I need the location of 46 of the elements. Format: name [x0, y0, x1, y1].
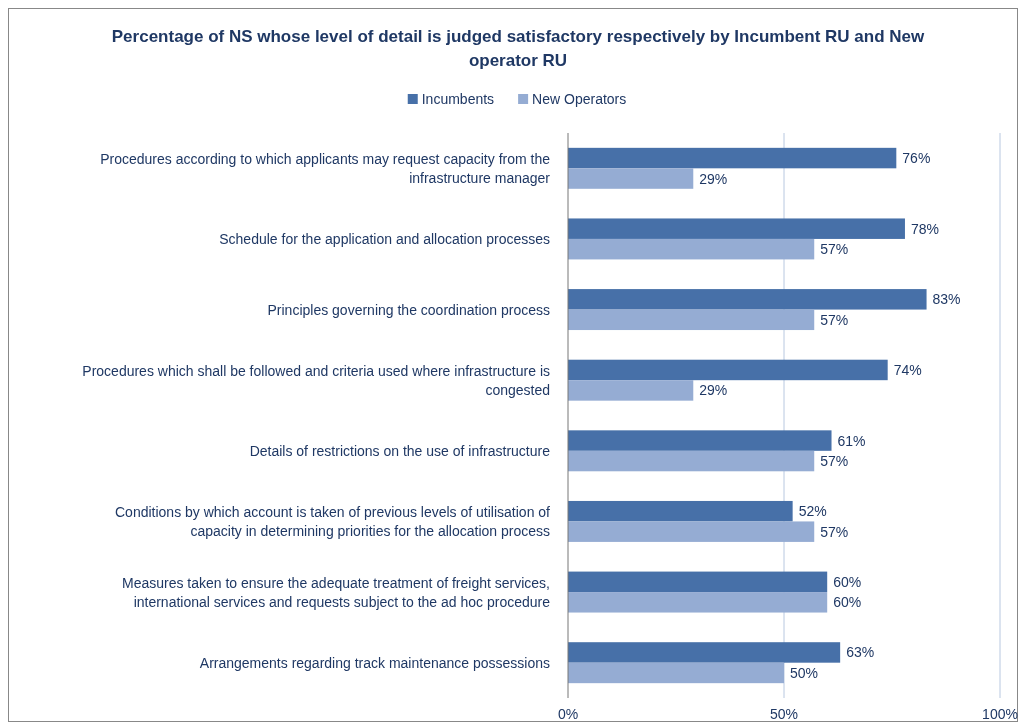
y-tick-label: Principles governing the coordination process [267, 301, 550, 318]
legend-label: Incumbents [421, 91, 495, 107]
y-tick-label: Details of restrictions on the use of infrastructure [249, 442, 551, 459]
bar [568, 662, 784, 684]
chart-title: Percentage of NS whose level of detail is judged satisfactory respectively by Incumbent RU and New operator RU [111, 27, 925, 70]
y-tick-label: Schedule for the application and allocation processes [219, 230, 550, 247]
bar [568, 500, 793, 522]
y-tick-label: Arrangements regarding track maintenance possessions [199, 654, 550, 671]
data-label: 83% [932, 291, 961, 308]
data-label: 78% [910, 220, 939, 237]
x-tick-label: 0% [557, 706, 579, 722]
bar [568, 380, 694, 401]
bar [568, 238, 815, 260]
bar [568, 430, 832, 451]
bar [568, 521, 815, 542]
bar [568, 309, 815, 331]
legend-label: New Operators [532, 91, 627, 107]
y-tick-label: Measures taken to ensure the adequate treatment of freight services, international services and requests subject to the ad hoc procedure [121, 574, 551, 610]
y-tick-label: Procedures which shall be followed and criteria used where infrastructure is congested [82, 362, 550, 398]
data-label: 76% [902, 150, 931, 167]
data-label: 63% [846, 644, 875, 661]
bar [568, 571, 828, 593]
bar [568, 168, 694, 189]
y-tick-label: Conditions by which account is taken of previous levels of utilisation of capacity in determining priorities for the allocation process [114, 503, 551, 539]
bar [568, 359, 888, 381]
data-label: 57% [820, 523, 849, 540]
y-tick-label: Procedures according to which applicants may request capacity from the infrastructure manager [100, 150, 551, 186]
bar [568, 218, 905, 239]
data-label: 74% [893, 361, 922, 378]
data-label: 60% [833, 573, 862, 590]
bar [568, 642, 841, 663]
data-label: 60% [833, 594, 862, 611]
bar [568, 147, 897, 169]
data-label: 52% [798, 503, 827, 520]
bar [568, 592, 828, 613]
data-label: 61% [837, 432, 866, 449]
data-label: 57% [820, 453, 849, 470]
data-label: 29% [699, 382, 728, 399]
data-label: 57% [820, 241, 849, 258]
bar [568, 289, 927, 310]
x-tick-label: 50% [769, 706, 799, 722]
data-label: 29% [699, 170, 728, 187]
data-label: 57% [820, 311, 849, 328]
data-label: 50% [790, 664, 819, 681]
x-tick-label: 100% [982, 706, 1018, 722]
bar [568, 450, 815, 472]
